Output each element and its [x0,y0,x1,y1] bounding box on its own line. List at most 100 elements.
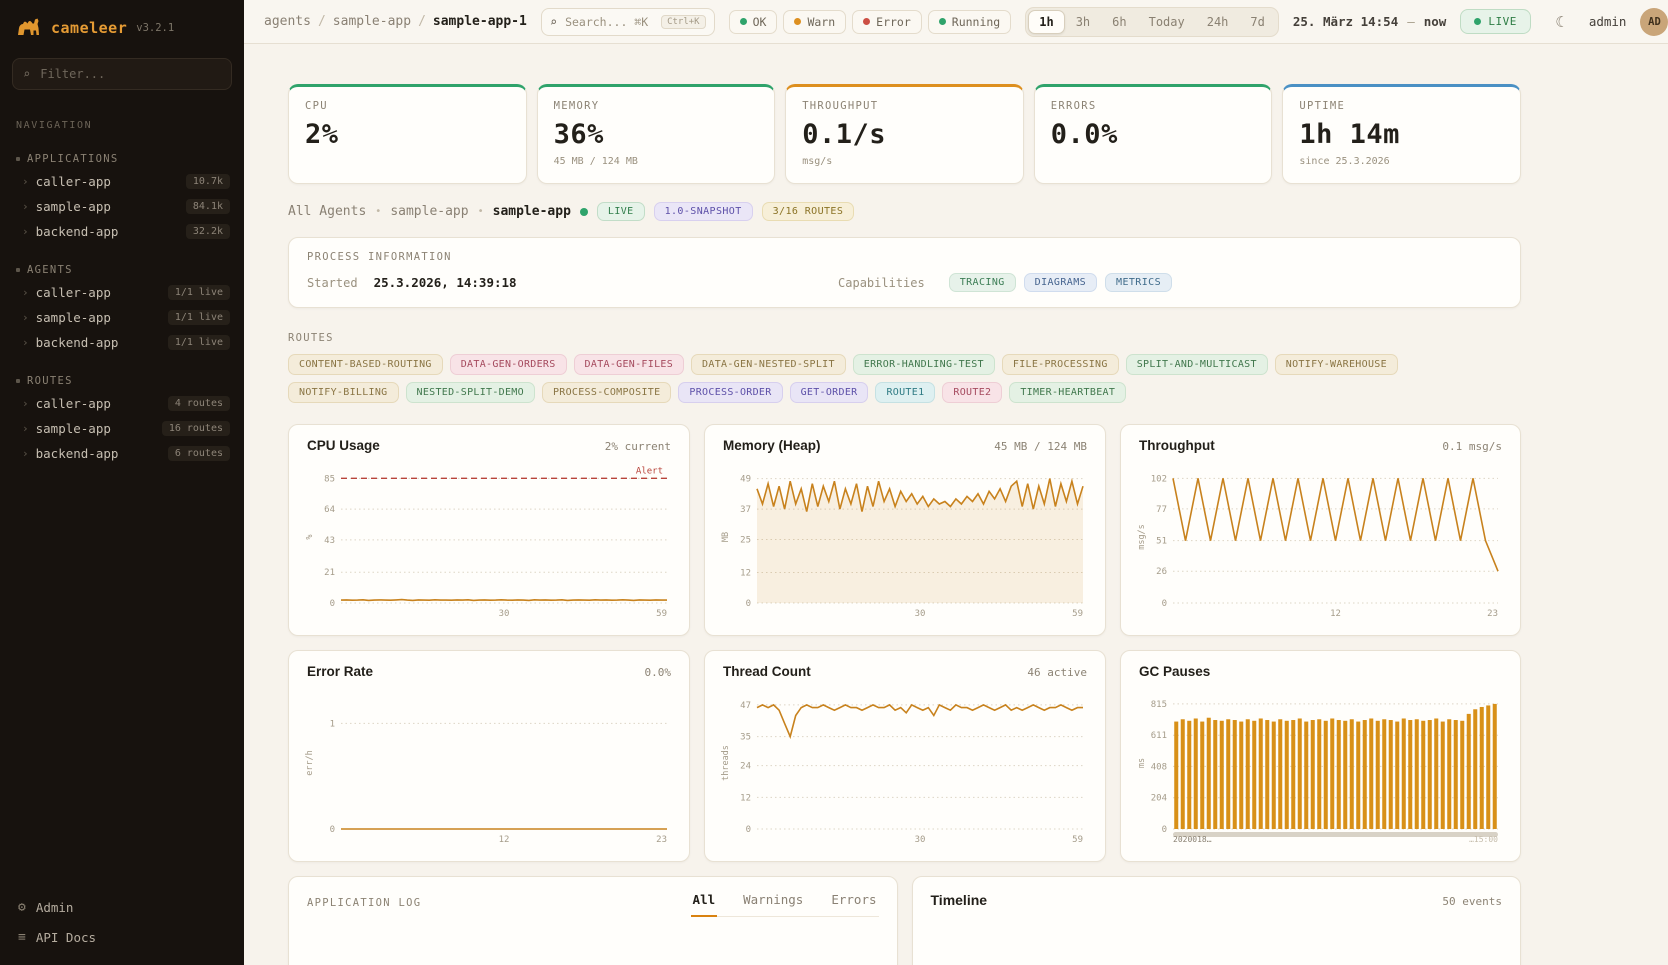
sidebar-item-routes-caller-app[interactable]: › caller-app 4 routes [0,391,244,416]
range-button-today[interactable]: Today [1138,10,1196,34]
section-marker-icon [16,268,20,272]
range-button-3h[interactable]: 3h [1065,10,1101,34]
agent-crumb-all-agents[interactable]: All Agents [288,204,367,219]
sidebar-admin-link[interactable]: ⚙ Admin [18,900,226,915]
search-input[interactable] [563,13,656,30]
sidebar-item-application-caller-app[interactable]: › caller-app 10.7k [0,169,244,194]
sidebar-section-header-routes[interactable]: ROUTES [0,371,244,391]
sidebar-item-agent-backend-app[interactable]: › backend-app 1/1 live [0,330,244,355]
route-chip-content-based-routing[interactable]: CONTENT-BASED-ROUTING [288,354,443,375]
breadcrumb-sample-app[interactable]: sample-app [332,14,412,29]
crumb-separator: • [375,206,382,217]
cpu-usage-chart: 85 64 43 21 0 Alert 30 59% [303,457,675,619]
memory-heap-chart: 49 37 25 12 0 30 59 MB [719,457,1091,619]
sidebar-item-agent-caller-app[interactable]: › caller-app 1/1 live [0,280,244,305]
application-log-card: APPLICATION LOG All Warnings Errors [288,876,898,965]
route-chip-process-order[interactable]: PROCESS-ORDER [678,382,783,403]
log-tab-all[interactable]: All [690,892,718,917]
sidebar-section-header-agents[interactable]: AGENTS [0,260,244,280]
live-badge: 1/1 live [167,285,230,300]
agent-crumb-sample-app[interactable]: sample-app [390,204,469,219]
theme-toggle[interactable]: ☾ [1545,7,1575,37]
sidebar-section-header-applications[interactable]: APPLICATIONS [0,149,244,169]
log-tabs: All Warnings Errors [690,892,879,917]
route-chip-data-gen-files[interactable]: DATA-GEN-FILES [573,354,685,375]
svg-text:%: % [305,534,315,539]
route-chip-error-handling-test[interactable]: ERROR-HANDLING-TEST [852,354,995,375]
user-avatar[interactable]: AD [1640,7,1668,36]
route-chip-split-and-multicast[interactable]: SPLIT-AND-MULTICAST [1125,354,1268,375]
route-chip-data-gen-nested-split[interactable]: DATA-GEN-NESTED-SPLIT [691,354,846,375]
svg-text:815: 815 [1151,700,1167,710]
sidebar-item-routes-sample-app[interactable]: › sample-app 16 routes [0,416,244,441]
item-label: sample-app [35,421,111,436]
error-dot-icon [863,18,871,25]
section-marker-icon [16,379,20,383]
routes-badge: 4 routes [167,396,230,411]
svg-text:102: 102 [1151,474,1167,484]
item-label: caller-app [35,285,111,300]
range-button-24h[interactable]: 24h [1196,10,1240,34]
section-label: AGENTS [27,264,73,276]
count-badge: 32.2k [185,224,230,239]
filter-input[interactable] [38,66,221,82]
range-button-6h[interactable]: 6h [1101,10,1137,34]
svg-text:0: 0 [330,825,335,835]
svg-text:2020018…: 2020018… [1173,835,1212,844]
search-icon: ⌕ [549,14,558,29]
svg-text:0: 0 [330,599,335,609]
section-marker-icon [16,157,20,161]
route-chip-notify-billing[interactable]: NOTIFY-BILLING [288,382,399,403]
time-range-group: 1h 3h 6h Today 24h 7d [1025,6,1279,37]
route-chip-get-order[interactable]: GET-ORDER [789,382,869,403]
agent-bar: All Agents • sample-app • sample-app LIV… [288,202,1521,221]
legend-label: Warn [807,14,836,29]
brand: cameleer v3.2.1 [0,0,244,52]
route-chip-timer-heartbeat[interactable]: TIMER-HEARTBEAT [1009,382,1127,403]
date-range-picker[interactable]: 25. März 14:54 — now [1293,14,1446,29]
route-chip-file-processing[interactable]: FILE-PROCESSING [1001,354,1119,375]
status-filter-error[interactable]: Error [852,9,922,34]
svg-text:12: 12 [499,835,510,845]
status-filter-warn[interactable]: Warn [783,9,847,34]
route-chip-route2[interactable]: ROUTE2 [942,382,1003,403]
sidebar-apidocs-link[interactable]: ≡ API Docs [18,930,226,945]
agent-routes-badge: 3/16 ROUTES [761,202,855,221]
route-chip-data-gen-orders[interactable]: DATA-GEN-ORDERS [449,354,567,375]
sidebar-item-routes-backend-app[interactable]: › backend-app 6 routes [0,441,244,466]
range-button-1h[interactable]: 1h [1028,9,1065,34]
chevron-right-icon: › [22,422,29,435]
chart-title: CPU Usage [307,438,380,453]
log-tab-errors[interactable]: Errors [831,892,877,907]
routes-badge: 6 routes [167,446,230,461]
status-filter-ok[interactable]: OK [728,9,778,34]
status-filter-running[interactable]: Running [927,9,1012,34]
sidebar-item-application-sample-app[interactable]: › sample-app 84.1k [0,194,244,219]
sidebar-item-application-backend-app[interactable]: › backend-app 32.2k [0,219,244,244]
capability-tracing: TRACING [948,273,1016,292]
svg-text:0: 0 [746,599,751,609]
route-chip-nested-split-demo[interactable]: NESTED-SPLIT-DEMO [405,382,535,403]
routes-badge: 16 routes [161,421,230,436]
stat-value: 1h 14m [1299,119,1400,150]
svg-text:12: 12 [740,569,751,579]
count-badge: 84.1k [185,199,230,214]
capability-metrics: METRICS [1105,273,1172,292]
item-label: sample-app [35,310,111,325]
sidebar-item-agent-sample-app[interactable]: › sample-app 1/1 live [0,305,244,330]
search-icon: ⌕ [23,67,31,81]
route-chip-notify-warehouse[interactable]: NOTIFY-WAREHOUSE [1274,354,1398,375]
range-button-7d[interactable]: 7d [1239,10,1275,34]
breadcrumb-separator: / [418,14,426,29]
chart-title: Throughput [1139,438,1215,453]
svg-text:26: 26 [1156,567,1167,577]
log-tab-warnings[interactable]: Warnings [743,892,804,907]
route-chip-route1[interactable]: ROUTE1 [875,382,936,403]
breadcrumb-agents[interactable]: agents [264,14,311,29]
timeline-title: Timeline [930,892,988,908]
route-chip-process-composite[interactable]: PROCESS-COMPOSITE [541,382,672,403]
moon-icon: ☾ [1555,12,1565,31]
stat-value: 0.1/s [802,119,886,150]
live-indicator[interactable]: LIVE [1460,9,1531,34]
chevron-right-icon: › [22,225,29,238]
